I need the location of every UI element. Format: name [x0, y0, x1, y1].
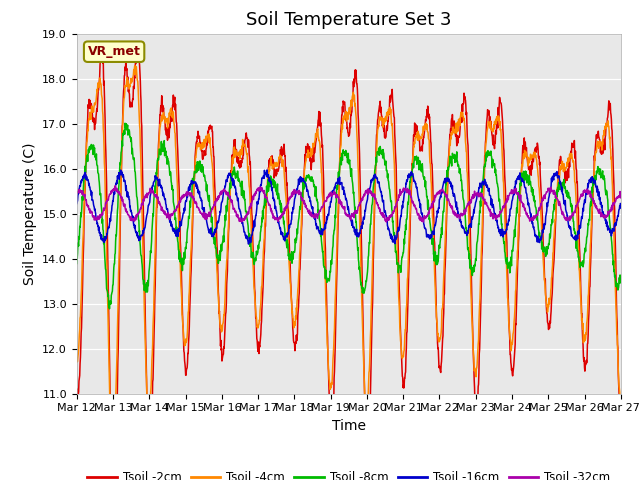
Tsoil -16cm [244, 241, 252, 247]
Tsoil -2cm [383, 128, 391, 133]
Tsoil -16cm [617, 202, 625, 207]
Line: Tsoil -2cm: Tsoil -2cm [77, 42, 621, 480]
Tsoil -32cm [73, 191, 81, 196]
Tsoil -32cm [617, 191, 625, 197]
Line: Tsoil -16cm: Tsoil -16cm [77, 170, 621, 244]
Line: Tsoil -8cm: Tsoil -8cm [77, 123, 621, 309]
Tsoil -16cm [263, 167, 271, 173]
Tsoil -2cm [134, 39, 141, 45]
Title: Soil Temperature Set 3: Soil Temperature Set 3 [246, 11, 452, 29]
Tsoil -8cm [138, 259, 146, 264]
Tsoil -16cm [326, 204, 333, 210]
Tsoil -32cm [383, 219, 390, 225]
Tsoil -32cm [325, 194, 333, 200]
Tsoil -4cm [109, 449, 116, 455]
Tsoil -8cm [106, 306, 113, 312]
Y-axis label: Soil Temperature (C): Soil Temperature (C) [23, 143, 36, 285]
Tsoil -4cm [138, 198, 146, 204]
Tsoil -4cm [73, 356, 81, 361]
Line: Tsoil -4cm: Tsoil -4cm [77, 66, 621, 452]
Tsoil -32cm [316, 209, 323, 215]
Tsoil -4cm [326, 378, 333, 384]
Tsoil -8cm [383, 168, 391, 174]
Tsoil -2cm [617, 428, 625, 434]
Tsoil -32cm [304, 209, 312, 215]
Tsoil -16cm [115, 170, 123, 176]
Tsoil -8cm [115, 179, 123, 184]
Tsoil -4cm [305, 154, 312, 160]
Tsoil -16cm [383, 217, 391, 223]
Tsoil -16cm [305, 192, 312, 198]
Tsoil -32cm [111, 183, 119, 189]
Text: VR_met: VR_met [88, 45, 141, 58]
Tsoil -8cm [316, 218, 323, 224]
Tsoil -2cm [326, 396, 333, 402]
Tsoil -8cm [617, 273, 625, 279]
Tsoil -8cm [121, 120, 129, 126]
X-axis label: Time: Time [332, 419, 366, 433]
Tsoil -8cm [326, 277, 333, 283]
Tsoil -8cm [305, 174, 312, 180]
Tsoil -4cm [316, 139, 323, 144]
Tsoil -2cm [305, 150, 312, 156]
Legend: Tsoil -2cm, Tsoil -4cm, Tsoil -8cm, Tsoil -16cm, Tsoil -32cm: Tsoil -2cm, Tsoil -4cm, Tsoil -8cm, Tsoi… [83, 466, 615, 480]
Tsoil -2cm [115, 287, 123, 293]
Tsoil -2cm [316, 109, 323, 115]
Tsoil -8cm [73, 261, 81, 266]
Tsoil -32cm [138, 201, 145, 207]
Line: Tsoil -32cm: Tsoil -32cm [77, 186, 621, 222]
Tsoil -16cm [316, 230, 323, 236]
Tsoil -16cm [137, 232, 145, 238]
Tsoil -4cm [617, 395, 625, 400]
Tsoil -32cm [115, 192, 123, 197]
Tsoil -4cm [383, 111, 391, 117]
Tsoil -4cm [115, 248, 123, 254]
Tsoil -16cm [73, 201, 81, 206]
Tsoil -2cm [73, 386, 81, 392]
Tsoil -2cm [138, 123, 146, 129]
Tsoil -32cm [383, 215, 391, 220]
Tsoil -4cm [131, 63, 139, 69]
